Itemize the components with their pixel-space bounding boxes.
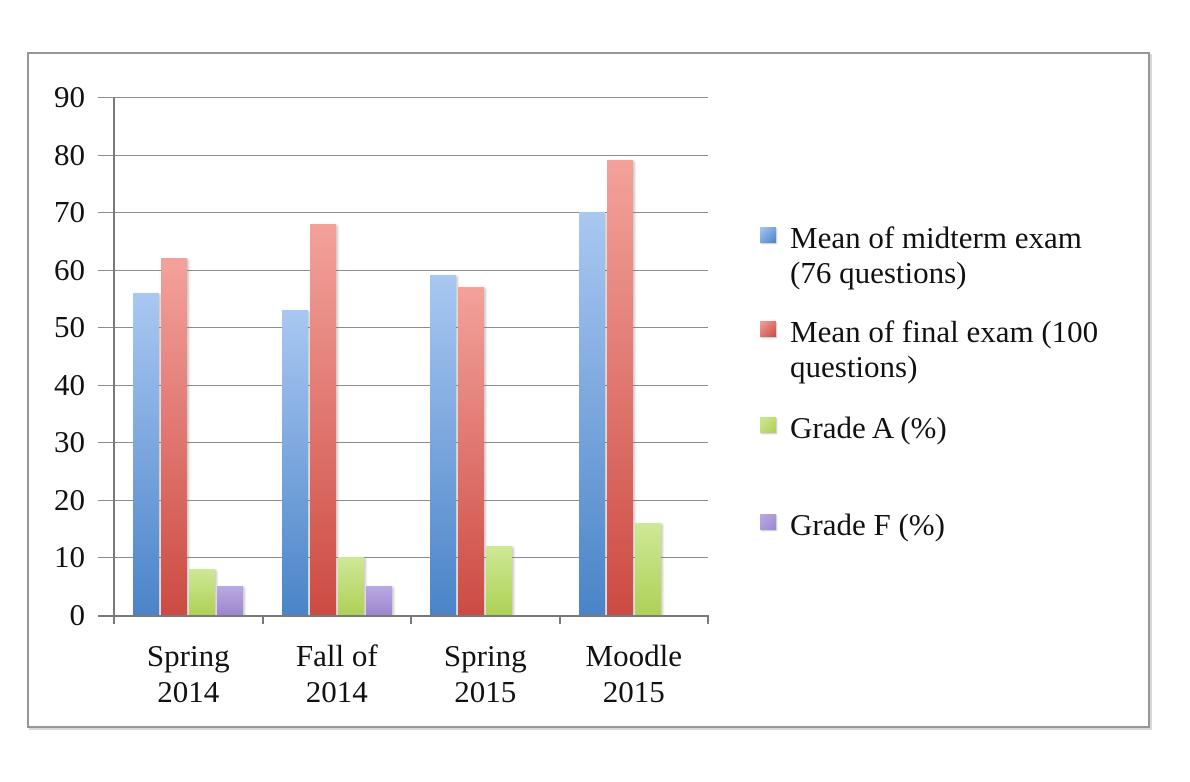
x-axis-label-line: 2015 xyxy=(454,674,517,709)
bar-group-spring-2014 xyxy=(114,97,263,615)
legend-label: Mean of midterm exam (76 questions) xyxy=(790,220,1130,290)
x-axis-tick xyxy=(410,615,412,624)
x-axis-label-line: 2014 xyxy=(305,674,368,709)
legend-label-line: questions) xyxy=(790,349,918,384)
y-axis-tick-label: 0 xyxy=(69,597,86,632)
legend-entry-1: Mean of midterm exam (76 questions) xyxy=(760,220,1150,290)
legend-swatch-icon xyxy=(760,514,776,530)
x-axis-label-line: Spring xyxy=(443,638,527,673)
legend: Mean of midterm exam (76 questions) Mean o… xyxy=(760,54,1150,730)
bar-series-4 xyxy=(217,586,244,615)
gridline xyxy=(98,212,708,213)
gridline xyxy=(98,500,708,501)
bar-series-3 xyxy=(189,568,216,615)
gridline xyxy=(98,557,708,558)
x-axis-label-line: Fall of xyxy=(295,638,378,673)
chart-frame: 90 80 70 60 50 40 30 20 10 0 Spring 2014 Fall of 201… xyxy=(27,52,1150,728)
gridline xyxy=(98,270,708,271)
legend-label-line: (76 questions) xyxy=(790,255,967,290)
legend-entry-4: Grade F (%) xyxy=(760,507,1150,542)
y-axis-tick-label: 40 xyxy=(54,367,85,402)
x-axis-tick xyxy=(113,615,115,624)
y-axis-line xyxy=(113,97,115,617)
x-axis-label-line: 2015 xyxy=(602,674,665,709)
legend-label: Mean of final exam (100 questions) xyxy=(790,314,1130,384)
bar-group-spring-2015 xyxy=(411,97,560,615)
x-axis-labels: Spring 2014 Fall of 2014 Spring 2015 Moodle 201… xyxy=(114,638,708,710)
x-axis-label: Spring 2015 xyxy=(411,638,560,710)
bar-series-1 xyxy=(578,212,605,615)
legend-label-line: Mean of final exam (100 xyxy=(790,314,1099,349)
bar-series-3 xyxy=(337,557,364,615)
x-axis-tick xyxy=(707,615,709,624)
x-axis-label-line: Spring xyxy=(146,638,230,673)
plot-area xyxy=(98,97,709,624)
bar-groups xyxy=(114,97,708,615)
gridline xyxy=(98,327,708,328)
bar-series-2 xyxy=(458,286,485,615)
gridline xyxy=(98,385,708,386)
legend-label: Grade A (%) xyxy=(790,410,1130,445)
x-axis-tick xyxy=(559,615,561,624)
legend-swatch-icon xyxy=(760,227,776,243)
bar-group-fall-of-2014 xyxy=(263,97,412,615)
x-axis-label-line: 2014 xyxy=(157,674,220,709)
x-axis-label: Fall of 2014 xyxy=(263,638,412,710)
bar-series-4 xyxy=(365,586,392,615)
legend-entry-2: Mean of final exam (100 questions) xyxy=(760,314,1150,384)
y-axis-tick-label: 20 xyxy=(54,482,85,517)
y-axis-tick-label: 50 xyxy=(54,309,85,344)
y-axis-tick-label: 80 xyxy=(54,137,85,172)
legend-swatch-icon xyxy=(760,321,776,337)
bar-series-2 xyxy=(606,160,633,615)
bar-series-1 xyxy=(430,275,457,615)
x-axis-tick xyxy=(262,615,264,624)
y-axis-tick-label: 90 xyxy=(54,79,85,114)
y-axis-labels: 90 80 70 60 50 40 30 20 10 0 xyxy=(29,54,85,730)
legend-label-line: Mean of midterm exam xyxy=(790,220,1082,255)
legend-entry-3: Grade A (%) xyxy=(760,410,1150,445)
y-axis-tick-label: 70 xyxy=(54,194,85,229)
legend-label: Grade F (%) xyxy=(790,507,1130,542)
bar-group-moodle-2015 xyxy=(560,97,709,615)
x-axis-label-line: Moodle xyxy=(585,638,682,673)
bar-series-3 xyxy=(634,522,661,615)
gridline xyxy=(98,155,708,156)
bar-series-2 xyxy=(309,223,336,615)
legend-label-line: Grade A (%) xyxy=(790,410,947,445)
y-axis-tick-label: 10 xyxy=(54,539,85,574)
x-axis-label: Spring 2014 xyxy=(114,638,263,710)
x-axis-label: Moodle 2015 xyxy=(560,638,709,710)
bar-series-1 xyxy=(133,292,160,615)
legend-label-line: Grade F (%) xyxy=(790,507,945,542)
bar-series-2 xyxy=(161,258,188,615)
gridline xyxy=(98,442,708,443)
gridline xyxy=(98,97,708,98)
y-axis-tick-label: 60 xyxy=(54,252,85,287)
y-axis-tick-label: 30 xyxy=(54,424,85,459)
x-axis-line xyxy=(98,615,708,617)
bar-series-3 xyxy=(486,545,513,615)
legend-swatch-icon xyxy=(760,417,776,433)
bar-series-1 xyxy=(281,309,308,615)
